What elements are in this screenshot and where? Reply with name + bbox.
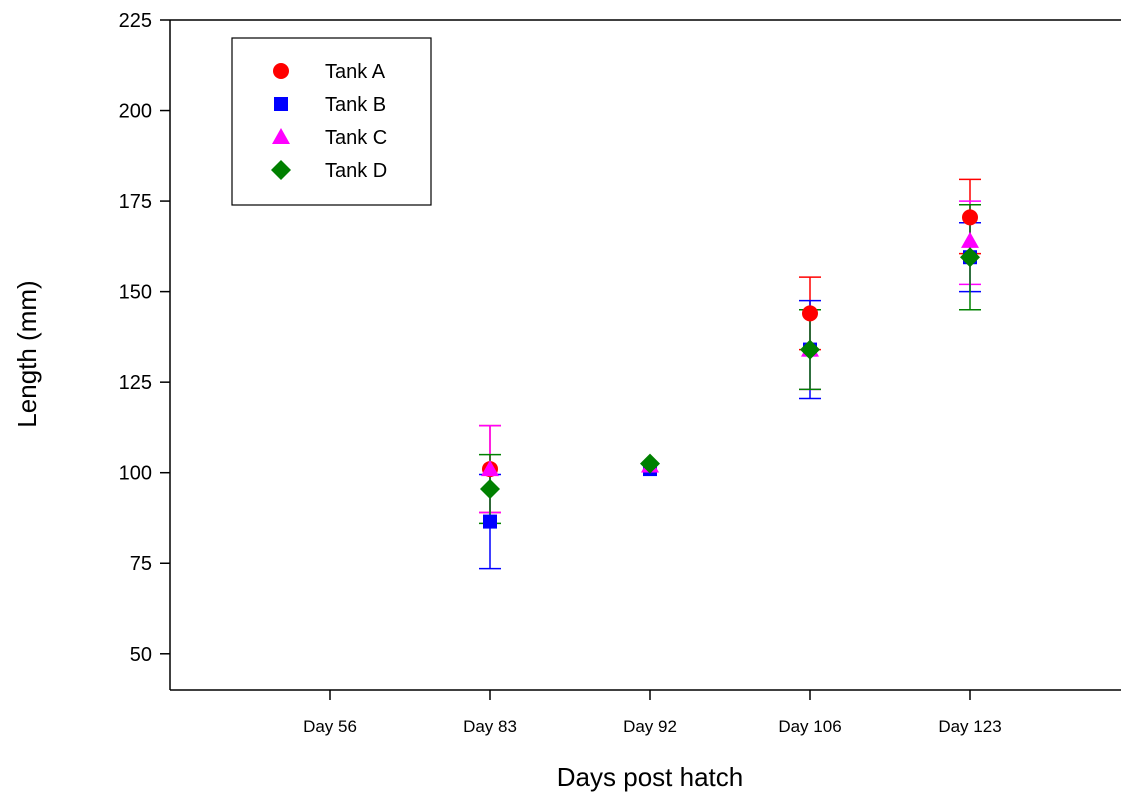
series-errorbars-tank-b: [479, 222, 981, 570]
series-points-tank-b: [483, 250, 977, 529]
x-tick-label: Day 106: [778, 717, 841, 736]
legend-layer: Tank A Tank B Tank C Tank D: [231, 37, 432, 206]
y-tick-label: 200: [119, 101, 152, 123]
x-axis-title: Days post hatch: [557, 762, 743, 792]
data-point: [960, 247, 980, 268]
series-errorbars-tank-a: [479, 178, 981, 514]
y-tick-label: 125: [119, 372, 152, 394]
data-point: [640, 453, 660, 474]
legend-marker: [272, 128, 290, 144]
legend-label: Tank D: [325, 160, 387, 182]
legend-label: Tank B: [325, 94, 386, 116]
series-points-tank-c: [481, 231, 979, 477]
legend-marker: [274, 97, 288, 111]
data-point: [802, 305, 818, 322]
y-tick-label: 50: [130, 644, 152, 666]
legend-label: Tank C: [325, 127, 387, 149]
x-tick-label: Day 56: [303, 717, 357, 736]
ticks-layer: 50 75 100 125 150 175 200 225 Day 56 Day 83 Day 92…: [119, 10, 1002, 736]
marks-layer: [479, 178, 981, 570]
y-tick-label: 150: [119, 282, 152, 304]
x-tick-label: Day 123: [938, 717, 1001, 736]
legend-label: Tank A: [325, 61, 386, 83]
y-tick-label: 100: [119, 463, 152, 485]
data-point: [480, 479, 500, 499]
legend-marker: [271, 160, 291, 180]
series-errorbars-tank-c: [479, 200, 981, 514]
data-point: [800, 339, 820, 360]
data-point: [481, 460, 499, 477]
data-point: [483, 514, 497, 529]
x-tick-label: Day 92: [623, 717, 677, 736]
y-tick-label: 75: [130, 553, 152, 575]
y-tick-label: 175: [119, 191, 152, 213]
y-axis-title: Length (mm): [12, 280, 42, 427]
x-tick-label: Day 83: [463, 717, 517, 736]
legend-marker: [273, 63, 289, 79]
data-point: [961, 231, 979, 248]
axes-layer: [169, 19, 1121, 691]
series-points-tank-a: [482, 209, 978, 478]
series-points-tank-d: [480, 247, 980, 499]
y-tick-label: 225: [119, 10, 152, 32]
legend-box: [231, 37, 432, 206]
data-point: [962, 209, 978, 226]
series-errorbars-tank-d: [479, 203, 981, 525]
